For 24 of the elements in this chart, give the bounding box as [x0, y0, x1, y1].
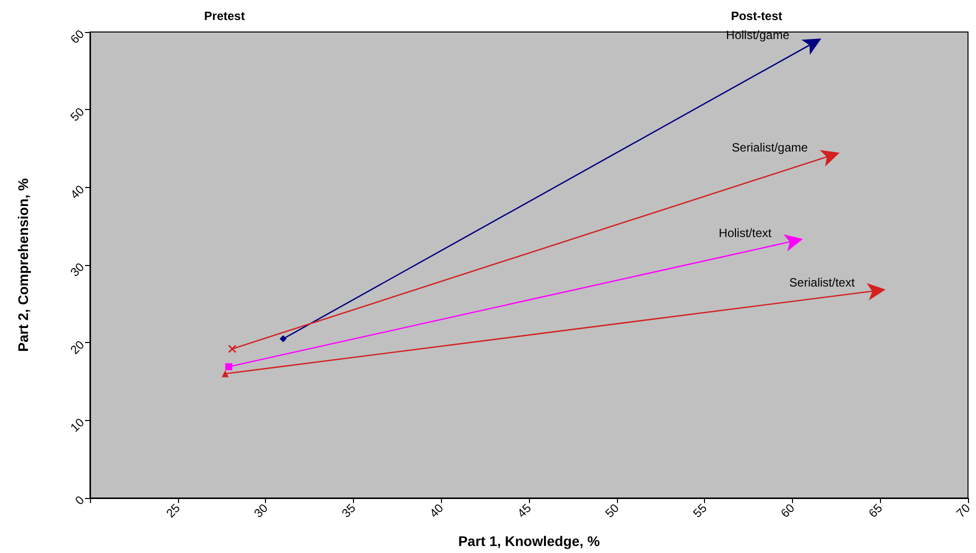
y-axis-title: Part 2, Comprehension, % — [15, 178, 31, 352]
text: Post-test — [730, 9, 782, 23]
y-tick-label: 30 — [68, 260, 88, 280]
x-tick-label: 50 — [602, 500, 622, 520]
x-tick-label: 45 — [514, 500, 534, 520]
x-tick-label: 60 — [778, 500, 798, 520]
y-tick-label: 50 — [68, 104, 88, 124]
y-tick-label: 0 — [72, 492, 88, 508]
x-tick-label: 25 — [163, 500, 183, 520]
x-tick-label: 55 — [690, 500, 710, 520]
x-tick-label: 35 — [339, 500, 359, 520]
text: Pretest — [204, 9, 245, 23]
x-tick-label: 30 — [251, 500, 271, 520]
series-label: Serialist/text — [789, 276, 856, 290]
series-label: Holist/text — [718, 226, 772, 240]
x-tick-label: 40 — [426, 500, 446, 520]
series-label: Serialist/game — [732, 140, 808, 154]
y-tick-label: 40 — [68, 182, 88, 202]
y-tick-label: 10 — [68, 415, 88, 435]
x-tick-label: 70 — [954, 500, 974, 520]
x-tick-label: 65 — [866, 500, 886, 520]
y-tick-label: 20 — [68, 337, 88, 358]
y-tick-label: 60 — [68, 26, 88, 46]
x-axis-title: Part 1, Knowledge, % — [458, 533, 600, 549]
